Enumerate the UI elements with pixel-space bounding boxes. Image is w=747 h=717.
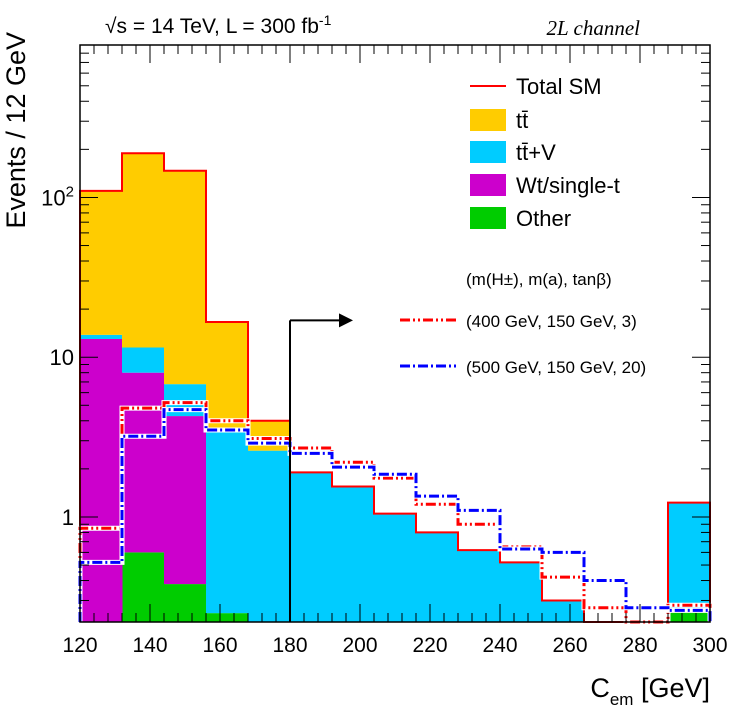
legend-swatch-wt-single-t xyxy=(470,174,506,196)
x-tick-label-160: 160 xyxy=(202,634,237,657)
bar-other-1 xyxy=(122,552,165,622)
legend: Total SM tt̄ tt̄+V Wt/single-t Other (m(… xyxy=(400,74,646,377)
legend-label-wt-single-t: Wt/single-t xyxy=(516,173,620,198)
bar-other-2 xyxy=(164,584,207,622)
x-axis-label: Cem [GeV] xyxy=(590,673,710,709)
x-tick-label-180: 180 xyxy=(272,634,307,657)
header-left: √s = 14 TeV, L = 300 fb-1 xyxy=(105,12,332,38)
x-tick-label-300: 300 xyxy=(692,634,727,657)
cut-arrow xyxy=(289,313,353,622)
bar-tt-v-6 xyxy=(332,486,375,622)
plot-frame xyxy=(79,44,711,623)
bar-other-14 xyxy=(668,610,711,622)
legend-label-ttbar-v: tt̄+V xyxy=(516,140,556,165)
y-tick-label-1: 10 xyxy=(50,345,74,370)
bar-tt-v-0 xyxy=(80,334,123,339)
x-tick-label-260: 260 xyxy=(552,634,587,657)
legend-label-ttbar: tt̄ xyxy=(516,108,528,133)
x-tick-label-220: 220 xyxy=(412,634,447,657)
y-tick-label-2: 1 xyxy=(62,505,74,530)
bar-tt-v-9 xyxy=(458,550,501,622)
x-tick-label-280: 280 xyxy=(622,634,657,657)
bar-tt-v-14 xyxy=(668,502,711,611)
bar-tt-v-1 xyxy=(122,347,165,373)
legend-label-signal-400: (400 GeV, 150 GeV, 3) xyxy=(466,312,637,331)
bar-tt-v-4 xyxy=(248,450,291,622)
legend-label-total-sm: Total SM xyxy=(516,74,602,99)
bar-tt-0 xyxy=(80,190,123,335)
x-tick-label-240: 240 xyxy=(482,634,517,657)
stack-bars xyxy=(80,153,711,622)
bar-tt-3 xyxy=(206,322,249,430)
legend-signal-header: (m(H±), m(a), tanβ) xyxy=(466,270,612,289)
bar-tt-v-11 xyxy=(542,600,585,622)
x-tick-label-200: 200 xyxy=(342,634,377,657)
y-tick-label-0: 102 xyxy=(41,183,74,210)
bar-tt-1 xyxy=(122,153,165,348)
x-tick-label-120: 120 xyxy=(62,634,97,657)
bar-wt-single-t-1 xyxy=(122,372,165,553)
bar-tt-v-8 xyxy=(416,532,459,622)
bar-tt-2 xyxy=(164,170,207,385)
bar-tt-v-5 xyxy=(290,472,333,622)
legend-swatch-other xyxy=(470,207,506,229)
signal-line-500-gev-150-gev-20 xyxy=(78,408,712,622)
bar-wt-single-t-0 xyxy=(80,338,123,622)
bar-tt-v-3 xyxy=(206,429,249,614)
x-tick-label-140: 140 xyxy=(132,634,167,657)
y-axis-label: Events / 12 GeV xyxy=(1,32,31,229)
header-right: 2L channel xyxy=(546,16,640,40)
bar-tt-v-10 xyxy=(500,562,543,622)
bar-wt-single-t-2 xyxy=(164,416,207,585)
legend-label-signal-500: (500 GeV, 150 GeV, 20) xyxy=(466,358,646,377)
cut-arrow-head xyxy=(339,313,353,328)
tick-labels: 120 140 160 180 200 220 240 260 280 300 102 10 1 xyxy=(41,183,727,657)
bar-other-3 xyxy=(206,613,249,622)
bar-tt-4 xyxy=(248,420,291,451)
signal-line-400-gev-150-gev-3-halo xyxy=(77,400,713,625)
legend-swatch-ttbar xyxy=(470,109,506,131)
bar-tt-v-7 xyxy=(374,513,417,622)
legend-label-other: Other xyxy=(516,206,571,231)
legend-swatch-ttbar-v xyxy=(470,141,506,163)
axis-ticks xyxy=(79,44,711,622)
